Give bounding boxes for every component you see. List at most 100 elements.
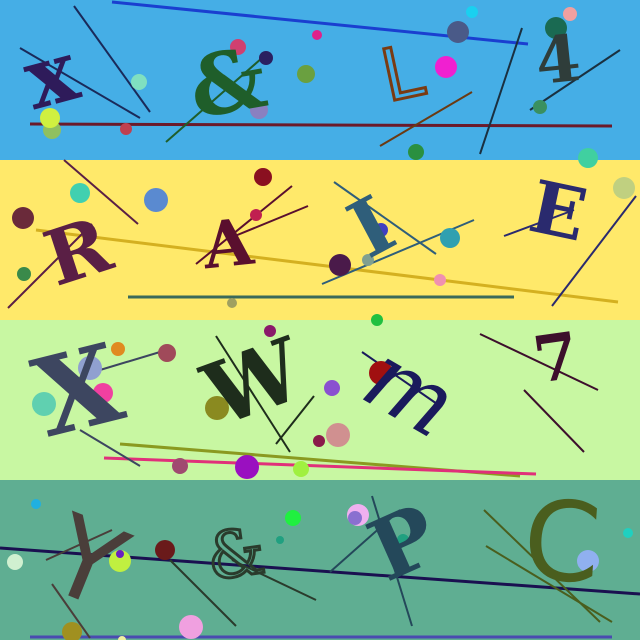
- noise-dot: [577, 550, 599, 572]
- noise-line: [215, 335, 291, 453]
- noise-dot: [397, 534, 409, 546]
- noise-dot: [297, 65, 315, 83]
- noise-dot: [40, 108, 60, 128]
- noise-line: [195, 185, 293, 265]
- noise-line: [523, 389, 585, 453]
- noise-dot: [435, 56, 457, 78]
- captcha-char-14: &: [203, 514, 270, 595]
- noise-line: [231, 559, 317, 601]
- noise-dot: [293, 461, 309, 477]
- noise-line: [45, 529, 113, 561]
- captcha-char-2: &: [182, 27, 274, 138]
- noise-line: [29, 122, 613, 128]
- noise-dot: [440, 228, 460, 248]
- noise-dot: [62, 622, 82, 640]
- noise-dot: [17, 267, 31, 281]
- row-4-background: [0, 480, 640, 640]
- noise-dot: [12, 207, 34, 229]
- noise-dot: [109, 550, 131, 572]
- noise-line: [73, 5, 151, 113]
- noise-dot: [116, 550, 124, 558]
- noise-line: [479, 333, 599, 391]
- noise-line: [35, 228, 619, 304]
- noise-dot: [155, 540, 175, 560]
- noise-dot: [276, 536, 284, 544]
- noise-line: [371, 495, 413, 627]
- noise-dot: [371, 314, 383, 326]
- noise-dot: [7, 554, 23, 570]
- noise-dot: [545, 17, 567, 39]
- noise-dot: [227, 298, 237, 308]
- noise-dot: [563, 7, 577, 21]
- captcha-char-4: 4: [532, 21, 584, 100]
- noise-line: [485, 545, 613, 623]
- noise-line: [275, 395, 315, 445]
- noise-dot: [78, 356, 102, 380]
- noise-dot: [144, 188, 168, 212]
- noise-line: [79, 429, 141, 467]
- noise-dot: [118, 636, 126, 640]
- noise-line: [169, 559, 237, 627]
- noise-line: [551, 195, 637, 307]
- noise-dot: [578, 148, 598, 168]
- noise-dot: [250, 209, 262, 221]
- noise-dot: [324, 380, 340, 396]
- noise-dot: [312, 30, 322, 40]
- captcha-char-12: 7: [529, 318, 584, 398]
- row-2-noise: [7, 159, 637, 326]
- noise-dot: [447, 21, 469, 43]
- noise-line: [165, 57, 263, 143]
- noise-dot: [32, 392, 56, 416]
- noise-dot: [623, 528, 633, 538]
- noise-line: [361, 351, 441, 407]
- noise-line: [229, 205, 309, 239]
- noise-dot: [158, 344, 176, 362]
- noise-dot: [466, 6, 478, 18]
- noise-dot: [259, 51, 273, 65]
- row-3-noise: [32, 325, 599, 479]
- noise-line: [379, 91, 473, 147]
- noise-line: [479, 27, 523, 155]
- noise-dot: [533, 100, 547, 114]
- row-1-noise: [19, 0, 621, 168]
- row-4-noise: [0, 495, 640, 640]
- noise-dot: [235, 455, 259, 479]
- noise-line: [63, 159, 139, 225]
- noise-line: [19, 47, 141, 119]
- noise-dot: [131, 74, 147, 90]
- noise-dot: [408, 144, 424, 160]
- noise-dot: [93, 383, 113, 403]
- noise-dot: [205, 396, 229, 420]
- noise-line: [529, 49, 621, 111]
- noise-dot: [179, 615, 203, 639]
- noise-line: [329, 509, 401, 573]
- noise-dot: [70, 183, 90, 203]
- noise-line: [0, 546, 640, 596]
- noise-dot: [362, 254, 374, 266]
- row-1-background: [0, 0, 640, 160]
- noise-dot: [111, 342, 125, 356]
- noise-dot: [329, 254, 351, 276]
- captcha-char-6: A: [198, 204, 258, 284]
- noise-line: [51, 583, 91, 639]
- noise-dot: [250, 101, 268, 119]
- noise-dot: [172, 458, 188, 474]
- noise-dot: [369, 361, 393, 385]
- noise-line: [7, 223, 93, 309]
- noise-dot: [285, 510, 301, 526]
- noise-line: [99, 351, 161, 371]
- noise-dot: [230, 39, 246, 55]
- noise-dot: [31, 499, 41, 509]
- noise-dot: [313, 435, 325, 447]
- noise-dot: [254, 168, 272, 186]
- noise-dot: [374, 223, 388, 237]
- captcha-char-16: C: [519, 475, 605, 608]
- noise-dot: [434, 274, 446, 286]
- noise-line: [503, 209, 575, 237]
- noise-dot: [326, 423, 350, 447]
- noise-dot: [348, 511, 362, 525]
- noise-line: [333, 181, 437, 255]
- noise-dot: [120, 123, 132, 135]
- noise-dot: [613, 177, 635, 199]
